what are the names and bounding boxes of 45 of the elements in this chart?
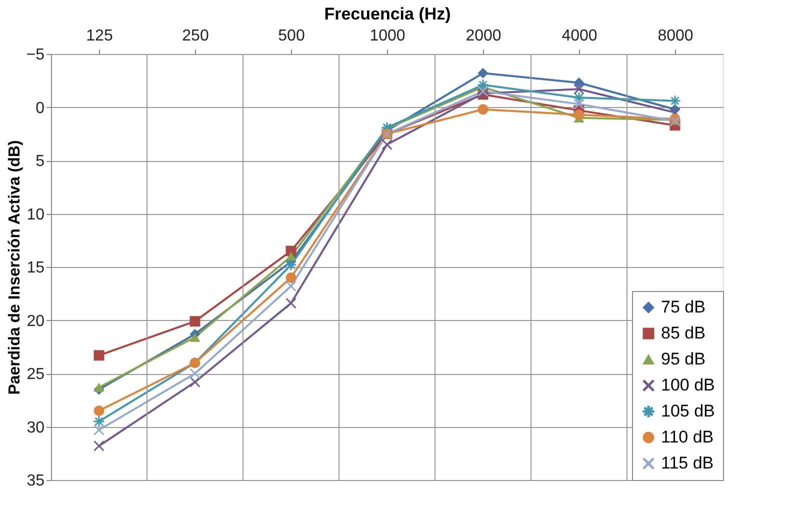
y-tick-label: 15: [26, 260, 45, 276]
point: [574, 98, 584, 110]
legend-label: 100 dB: [661, 376, 715, 394]
x-axis-title: Frecuencia (Hz): [324, 4, 451, 24]
point: [190, 332, 200, 342]
legend-label: 110 dB: [661, 428, 714, 446]
x-tick-label: 125: [86, 28, 113, 44]
point: [94, 440, 104, 452]
point: [574, 84, 584, 94]
y-tick-label: 10: [26, 206, 45, 224]
point: [286, 280, 296, 292]
point: [574, 109, 584, 120]
point: [382, 139, 392, 150]
point: [574, 78, 584, 88]
x-tick-label: 8000: [658, 28, 694, 44]
y-tick-label: 25: [26, 366, 45, 383]
legend-label: 95 dB: [661, 350, 706, 368]
point: [286, 252, 296, 261]
x-tick-label: 250: [182, 28, 209, 44]
x-tick-label: 4000: [562, 28, 598, 44]
point: [94, 382, 104, 392]
point: [190, 316, 200, 327]
point: [478, 68, 488, 78]
point: [286, 272, 296, 283]
legend-label: 105 dB: [661, 402, 715, 420]
y-tick-label: 35: [26, 472, 45, 490]
point: [94, 424, 104, 436]
point: [190, 368, 200, 379]
legend-label: 85 dB: [661, 324, 706, 342]
y-tick-label: 20: [26, 312, 45, 330]
x-tick-label: 1000: [370, 28, 406, 44]
legend-label: 75 dB: [661, 298, 706, 316]
point: [190, 376, 200, 388]
point: [286, 298, 296, 308]
y-tick-label: 5: [36, 153, 45, 170]
point: [94, 350, 104, 361]
point: [478, 104, 488, 115]
y-tick-label: −5: [26, 46, 45, 64]
x-tick-label: 500: [278, 28, 305, 44]
y-tick-label: 0: [36, 100, 45, 117]
legend-label: 115 dB: [661, 454, 714, 472]
y-axis-title: Paerdida de Inserción Activa (dB): [6, 140, 24, 395]
point: [94, 406, 104, 416]
y-tick-label: 30: [26, 419, 45, 436]
x-tick-label: 2000: [466, 28, 502, 44]
